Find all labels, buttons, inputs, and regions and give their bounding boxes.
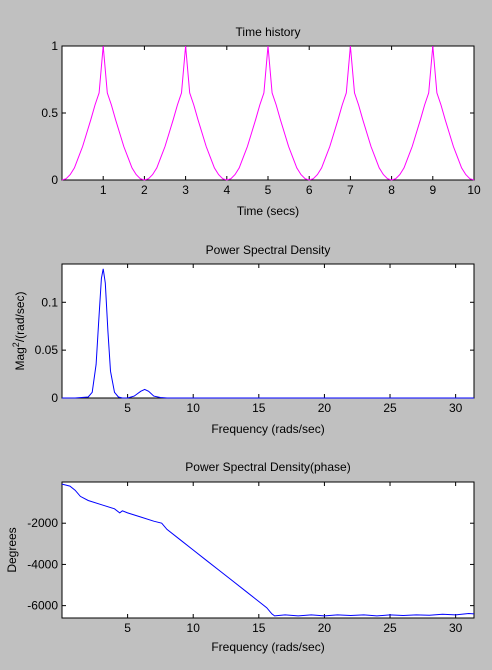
psd-xlabel: Frequency (rads/sec): [211, 422, 324, 436]
time-history-ytick-label: 1: [51, 39, 58, 53]
time-history-axes-background: [61, 45, 475, 181]
psd-ticks: 5 10 15 20 25 30 0 0.05 0.1: [35, 264, 474, 415]
phase-xtick-label: 15: [252, 621, 266, 635]
psd-xtick-label: 5: [124, 401, 131, 415]
phase-ylabel: Degrees: [5, 527, 19, 572]
psd-series-line: [62, 268, 474, 399]
psd-xtick-label: 30: [449, 401, 463, 415]
time-history-ytick-label: 0.5: [41, 106, 58, 120]
psd-title: Power Spectral Density: [206, 243, 331, 257]
phase-chart: Power Spectral Density(phase) Frequency …: [5, 460, 475, 654]
phase-ytick-label: -6000: [27, 599, 58, 613]
phase-xtick-label: 25: [383, 621, 397, 635]
time-history-xtick-label: 6: [306, 183, 313, 197]
phase-xtick-label: 30: [449, 621, 463, 635]
phase-xtick-label: 5: [124, 621, 131, 635]
psd-xtick-label: 10: [187, 401, 201, 415]
time-history-xtick-label: 3: [182, 183, 189, 197]
phase-ytick-label: -4000: [27, 557, 58, 571]
psd-ytick-label: 0.05: [35, 343, 59, 357]
time-history-xtick-label: 1: [100, 183, 107, 197]
phase-axes-background: [61, 481, 475, 619]
phase-title: Power Spectral Density(phase): [185, 460, 350, 474]
psd-xtick-label: 15: [252, 401, 266, 415]
time-history-xtick-label: 4: [223, 183, 230, 197]
time-history-chart: Time history Time (secs) 1 2 3 4 5 6 7 8 9 10 0 0.5…: [41, 25, 481, 218]
time-history-xtick-label: 9: [429, 183, 436, 197]
time-history-xtick-label: 8: [388, 183, 395, 197]
time-history-ytick-label: 0: [51, 173, 58, 187]
time-history-xtick-label: 10: [467, 183, 481, 197]
phase-xlabel: Frequency (rads/sec): [211, 640, 324, 654]
time-history-xtick-label: 7: [347, 183, 354, 197]
time-history-xlabel: Time (secs): [237, 204, 299, 218]
psd-xtick-label: 20: [318, 401, 332, 415]
psd-ylabel: Mag2/(rad/sec): [11, 291, 27, 370]
psd-xtick-label: 25: [383, 401, 397, 415]
phase-ytick-label: -2000: [27, 516, 58, 530]
psd-chart: Power Spectral Density Frequency (rads/s…: [11, 243, 475, 436]
phase-series-line: [61, 483, 475, 617]
psd-ytick-label: 0: [51, 391, 58, 405]
phase-ticks: 5 10 15 20 25 30 -6000 -4000 -2000: [27, 482, 474, 635]
psd-ytick-label: 0.1: [41, 295, 58, 309]
time-history-series-line: [61, 45, 475, 181]
phase-xtick-label: 10: [187, 621, 201, 635]
time-history-xtick-label: 5: [265, 183, 272, 197]
phase-xtick-label: 20: [318, 621, 332, 635]
time-history-title: Time history: [236, 25, 301, 39]
time-history-xtick-label: 2: [141, 183, 148, 197]
psd-axes-background: [61, 263, 475, 399]
